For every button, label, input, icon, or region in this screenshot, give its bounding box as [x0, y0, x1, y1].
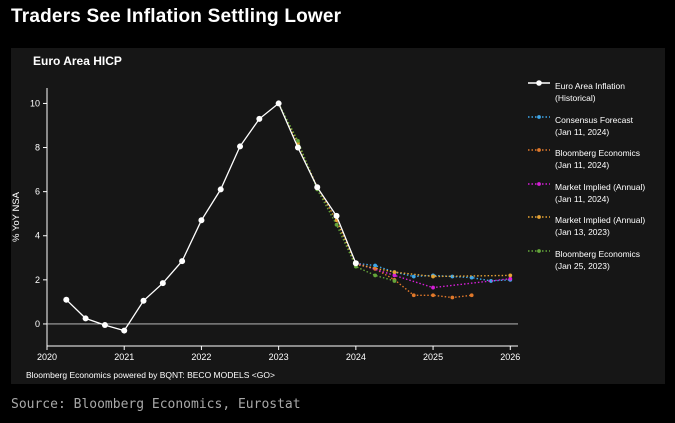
data-point — [431, 274, 435, 279]
legend-swatch — [528, 248, 550, 253]
data-point — [431, 293, 435, 298]
legend-item: Consensus Forecast (Jan 11, 2024) — [528, 114, 660, 148]
data-point — [392, 270, 397, 275]
legend-swatch — [528, 148, 550, 152]
data-point — [179, 258, 186, 265]
y-tick-label: 0 — [35, 319, 40, 329]
data-point — [314, 184, 321, 191]
x-tick-label: 2020 — [37, 352, 57, 362]
data-point — [82, 315, 89, 322]
data-point — [373, 273, 378, 278]
legend-label: Market Implied (Annual) (Jan 11, 2024) — [555, 181, 645, 205]
series-line — [277, 103, 511, 278]
data-point — [140, 297, 147, 304]
data-point — [333, 212, 340, 219]
legend-label-line: Market Implied (Annual) — [555, 181, 646, 192]
series-line — [65, 102, 357, 332]
x-tick-label: 2026 — [500, 352, 520, 362]
source-note: Source: Bloomberg Economics, Eurostat — [11, 397, 301, 412]
y-tick-label: 2 — [35, 275, 40, 285]
data-point — [489, 279, 493, 283]
headline: Traders See Inflation Settling Lower — [11, 6, 342, 27]
x-tick-label: 2021 — [114, 352, 134, 362]
legend-item: Bloomberg Economics (Jan 11, 2024) — [528, 147, 660, 181]
legend-marker — [536, 80, 542, 86]
legend-marker — [537, 248, 541, 253]
data-point — [508, 273, 513, 278]
legend-label: Market Implied (Annual) (Jan 13, 2023) — [555, 214, 645, 238]
legend-label: Bloomberg Economics (Jan 25, 2023) — [555, 248, 640, 272]
data-point — [373, 263, 378, 268]
data-point — [392, 273, 397, 278]
legend-label-line: Market Implied (Annual) — [555, 215, 646, 225]
legend-label-line: (Jan 11, 2024) — [555, 160, 610, 170]
legend-item: Market Implied (Annual) (Jan 13, 2023) — [528, 214, 660, 248]
series-line — [355, 262, 511, 289]
legend-label: Consensus Forecast (Jan 11, 2024) — [555, 114, 633, 138]
data-point — [411, 293, 416, 298]
legend-swatch — [528, 181, 550, 186]
legend-swatch — [528, 114, 550, 119]
series-line — [277, 103, 395, 282]
legend-swatch — [528, 80, 550, 86]
chart-credit: Bloomberg Economics powered by BQNT: BEC… — [26, 370, 275, 380]
series-line — [355, 262, 511, 282]
legend-marker — [537, 114, 541, 119]
legend-label-line: (Jan 13, 2023) — [555, 227, 610, 237]
data-point — [121, 327, 128, 334]
y-tick-label: 6 — [35, 187, 40, 197]
data-point — [275, 100, 282, 107]
legend-label: Euro Area Inflation (Historical) — [555, 80, 625, 104]
data-point — [63, 296, 70, 303]
chart-title: Euro Area HICP — [33, 54, 122, 68]
legend-label-line: (Jan 11, 2024) — [555, 126, 610, 137]
legend-item: Market Implied (Annual) (Jan 11, 2024) — [528, 181, 660, 215]
legend-item: Bloomberg Economics (Jan 25, 2023) — [528, 248, 660, 282]
legend-marker — [537, 215, 541, 219]
data-point — [296, 139, 300, 143]
data-point — [392, 279, 397, 283]
chart-legend: Euro Area Inflation (Historical) Consensus… — [528, 80, 660, 281]
legend-swatch — [528, 215, 550, 219]
data-point — [431, 285, 435, 290]
legend-label-line: Bloomberg Economics — [555, 248, 641, 259]
x-tick-label: 2023 — [269, 352, 289, 362]
legend-label-line: Bloomberg Economics — [555, 148, 641, 158]
data-point — [450, 295, 455, 300]
y-tick-label: 8 — [35, 143, 40, 153]
data-point — [352, 260, 359, 267]
data-point — [411, 274, 416, 279]
x-tick-label: 2024 — [346, 352, 366, 362]
y-tick-label: 10 — [30, 98, 40, 108]
legend-label-line: Consensus Forecast — [555, 114, 633, 125]
x-tick-label: 2022 — [191, 352, 211, 362]
data-point — [469, 275, 474, 280]
data-point — [334, 222, 339, 227]
legend-item: Euro Area Inflation (Historical) — [528, 80, 660, 114]
legend-label-line: (Jan 25, 2023) — [555, 260, 610, 271]
legend-marker — [537, 181, 541, 186]
chart-canvas: 0 2 4 6 8 10 2020 2021 2022 2023 2024 2025 2026 % YoY… — [11, 88, 520, 362]
data-point — [294, 144, 301, 151]
legend-label-line: (Jan 11, 2024) — [555, 193, 610, 204]
legend-label: Bloomberg Economics (Jan 11, 2024) — [555, 147, 640, 171]
data-point — [217, 186, 224, 193]
data-point — [237, 143, 244, 150]
y-tick-label: 4 — [35, 231, 40, 241]
legend-label-line: Euro Area Inflation — [555, 81, 625, 91]
legend-marker — [537, 148, 541, 152]
data-point — [198, 217, 205, 224]
x-tick-label: 2025 — [423, 352, 443, 362]
y-axis-label: % YoY NSA — [11, 191, 22, 242]
data-point — [101, 322, 108, 329]
data-point — [508, 276, 513, 281]
data-point — [159, 280, 166, 287]
chart-panel: 0 2 4 6 8 10 2020 2021 2022 2023 2024 2025 2026 % YoY… — [11, 48, 665, 384]
data-point — [469, 293, 474, 298]
legend-label-line: (Historical) — [555, 93, 596, 103]
data-point — [256, 115, 263, 122]
